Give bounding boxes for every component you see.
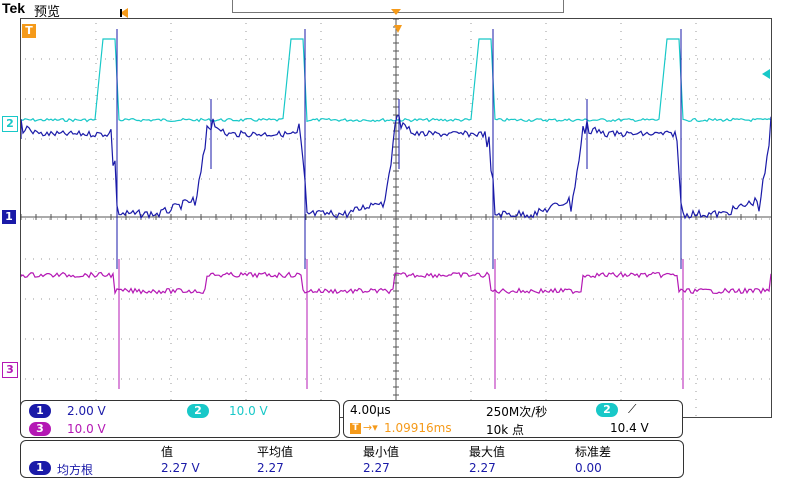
measurement-min: 2.27: [363, 461, 390, 475]
trigger-slope-icon[interactable]: ⟋: [628, 402, 637, 416]
measurement-header-max: 最大值: [469, 445, 506, 459]
trigger-level-marker-icon[interactable]: [760, 64, 770, 79]
measurement-header-min: 最小值: [363, 445, 400, 459]
ch2-scale[interactable]: 10.0 V: [229, 404, 268, 418]
ch1-scale[interactable]: 2.00 V: [67, 404, 106, 418]
brand-logo: Tek: [2, 0, 26, 16]
measurement-header-stddev: 标准差: [575, 445, 612, 459]
ch2-trace: [21, 38, 771, 123]
record-trigger-icon: [391, 0, 401, 15]
measurement-mean: 2.27: [257, 461, 284, 475]
trigger-delay-arrow-icon: →▾: [363, 421, 378, 434]
ch3-ground-marker[interactable]: 3: [2, 362, 18, 378]
measurement-value: 2.27 V: [161, 461, 200, 475]
ch3-scale[interactable]: 10.0 V: [67, 422, 106, 436]
ch1-ground-marker[interactable]: 1: [2, 210, 16, 224]
trigger-source-badge[interactable]: 2: [596, 403, 618, 417]
waveform-display[interactable]: [20, 18, 772, 418]
measurement-type[interactable]: 均方根: [57, 463, 94, 477]
ch1-trace: [21, 114, 771, 220]
trigger-position-time[interactable]: 1.09916ms: [384, 421, 452, 435]
trigger-position-left-icon[interactable]: [120, 3, 130, 18]
ch3-badge[interactable]: 3: [29, 422, 51, 436]
acquisition-mode-label: 预览: [34, 5, 61, 20]
ch1-badge[interactable]: 1: [29, 404, 51, 418]
measurement-channel-badge[interactable]: 1: [29, 461, 51, 475]
graticule: [21, 19, 771, 417]
measurement-header-mean: 平均值: [257, 445, 294, 459]
trigger-level[interactable]: 10.4 V: [610, 421, 649, 435]
measurement-header-value: 值: [161, 445, 174, 459]
ch2-badge[interactable]: 2: [187, 404, 209, 418]
record-length: 10k 点: [486, 423, 525, 437]
time-per-division[interactable]: 4.00µs: [350, 403, 391, 417]
channel-scale-panel: 1 2.00 V 2 10.0 V 3 10.0 V: [20, 400, 340, 438]
top-status-bar: Tek 预览: [0, 0, 800, 20]
timebase-trigger-panel: 4.00µs 250M次/秒 2 ⟋ T →▾ 1.09916ms 10k 点 …: [343, 400, 683, 438]
ch2-ground-marker[interactable]: 2: [2, 116, 18, 132]
trigger-delay-icon: T: [350, 423, 361, 434]
sample-rate: 250M次/秒: [486, 405, 548, 419]
ch3-trace: [21, 271, 771, 296]
measurement-max: 2.27: [469, 461, 496, 475]
measurement-panel: 值 平均值 最小值 最大值 标准差 1 均方根 2.27 V 2.27 2.27…: [20, 440, 684, 478]
waveform-traces: [21, 29, 771, 389]
measurement-stddev: 0.00: [575, 461, 602, 475]
trigger-time-marker-icon[interactable]: [394, 18, 402, 33]
trigger-position-marker[interactable]: T: [22, 24, 36, 38]
